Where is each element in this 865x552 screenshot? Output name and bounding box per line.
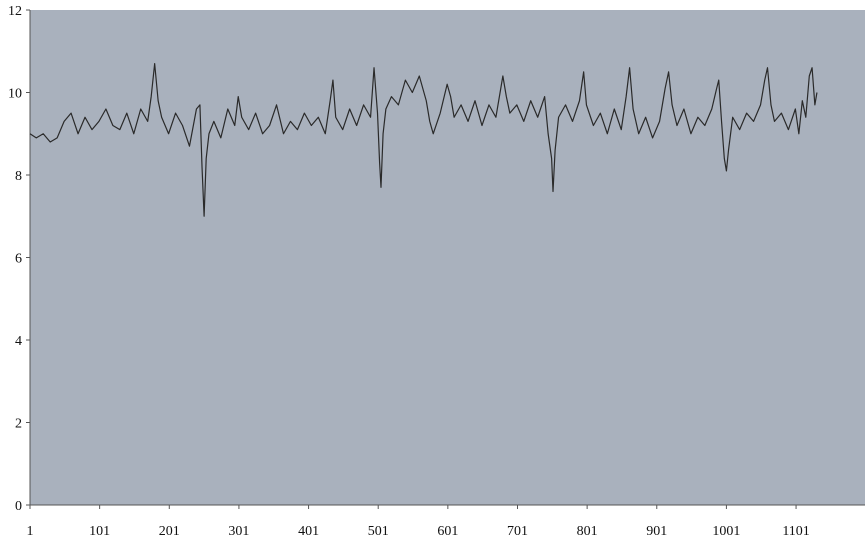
y-tick-label: 10 (8, 87, 22, 102)
y-tick-label: 8 (15, 169, 22, 184)
x-tick-label: 701 (507, 524, 528, 539)
y-tick-label: 12 (8, 4, 22, 19)
x-tick-label: 401 (298, 524, 319, 539)
x-tick-label: 901 (646, 524, 667, 539)
x-tick-label: 301 (228, 524, 249, 539)
x-tick-label: 1 (27, 524, 34, 539)
y-tick-label: 0 (15, 499, 22, 514)
series-line (29, 63, 818, 217)
x-tick-label: 801 (577, 524, 598, 539)
y-tick-label: 2 (15, 417, 22, 432)
x-tick-label: 1001 (712, 524, 740, 539)
x-tick-label: 201 (159, 524, 180, 539)
y-tick-label: 6 (15, 252, 22, 267)
x-tick-label: 1101 (782, 524, 809, 539)
plot-area-background (30, 10, 865, 505)
y-tick-label: 4 (15, 334, 22, 349)
x-tick-label: 601 (437, 524, 458, 539)
series-layer (29, 63, 818, 217)
x-tick-label: 101 (89, 524, 110, 539)
x-tick-label: 501 (368, 524, 389, 539)
